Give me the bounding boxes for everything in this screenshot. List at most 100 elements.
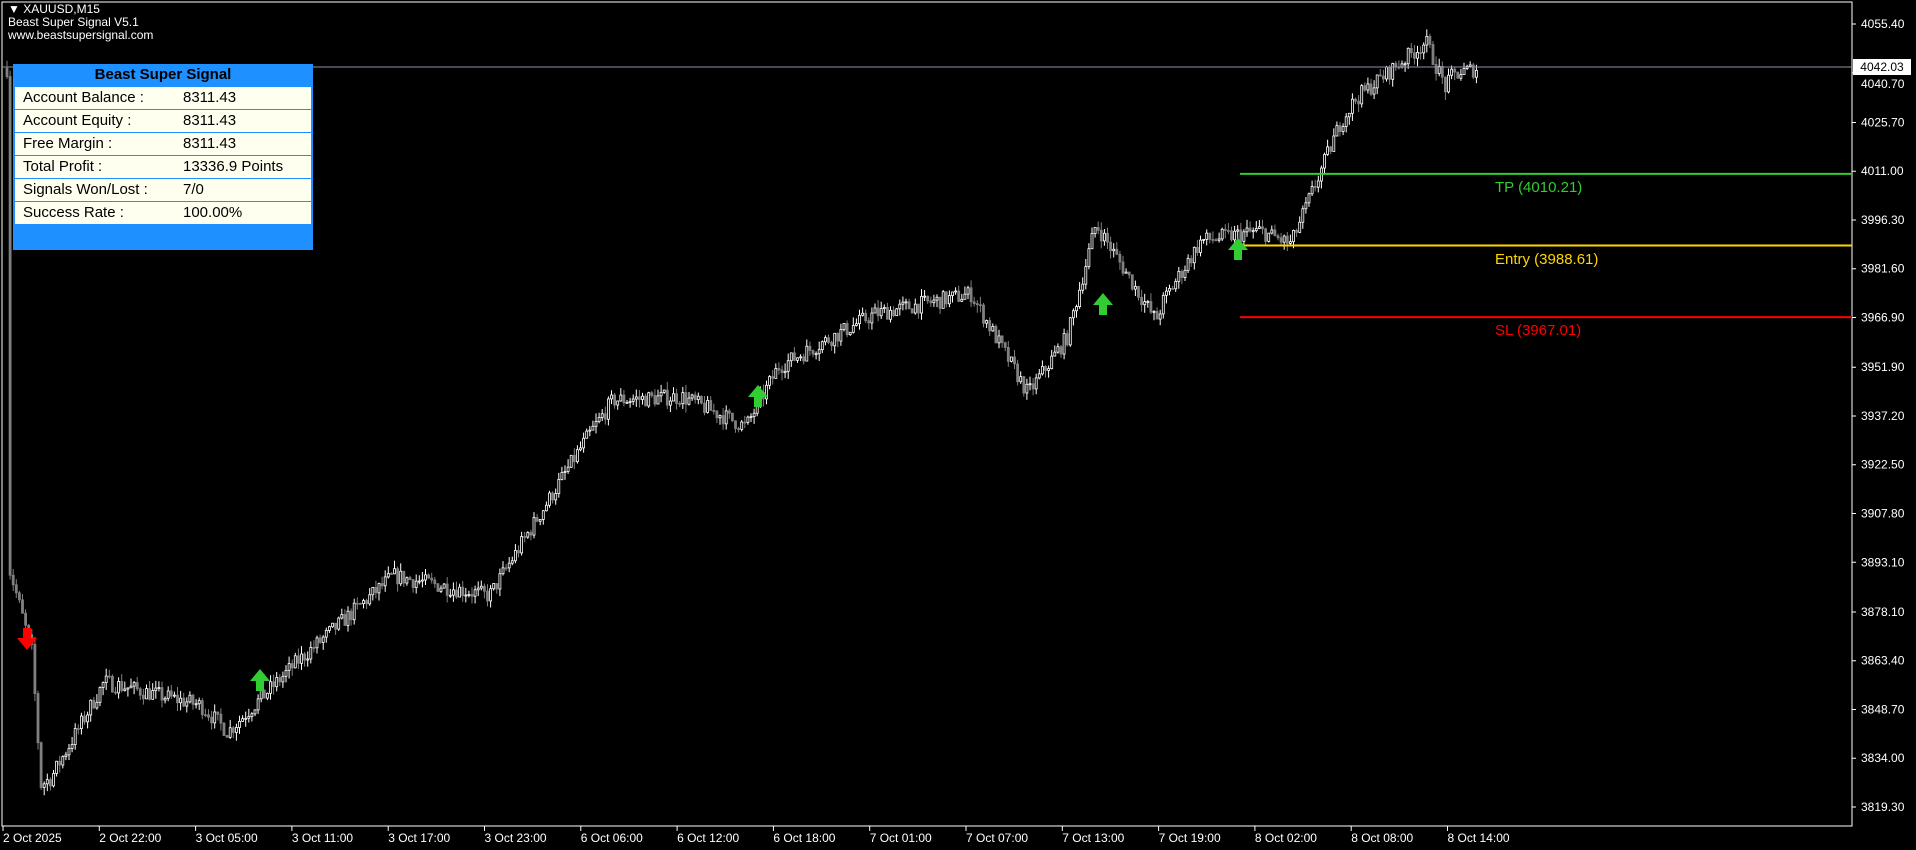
bull-candle xyxy=(352,602,356,621)
bear-candle xyxy=(176,694,179,704)
bear-candle xyxy=(219,713,223,724)
bull-candle xyxy=(724,410,728,425)
bear-candle xyxy=(8,76,12,576)
bull-candle xyxy=(467,594,471,596)
bear-candle xyxy=(433,579,437,585)
bear-candle xyxy=(58,760,62,766)
bull-candle xyxy=(1298,221,1302,233)
bull-candle xyxy=(526,532,530,538)
bear-candle xyxy=(1261,226,1264,230)
bull-candle xyxy=(563,471,567,473)
bull-candle xyxy=(923,295,926,298)
y-tick-label: 4011.00 xyxy=(1861,164,1904,178)
bull-candle xyxy=(371,586,375,596)
bear-candle xyxy=(988,320,992,332)
bull-candle xyxy=(1450,68,1453,76)
buy-arrow-icon xyxy=(748,385,768,407)
bear-candle xyxy=(1413,52,1416,59)
bull-candle xyxy=(882,307,886,309)
bull-candle xyxy=(783,370,787,374)
bull-candle xyxy=(464,594,468,597)
bear-candle xyxy=(355,602,359,605)
bear-candle xyxy=(523,536,527,538)
symbol-header[interactable]: ▼ XAUUSD,M15 xyxy=(8,3,100,16)
bear-candle xyxy=(1338,125,1342,132)
bear-candle xyxy=(1065,333,1069,346)
bear-candle xyxy=(1155,310,1159,320)
bull-candle xyxy=(901,301,905,305)
bull-candle xyxy=(1093,227,1097,234)
bull-candle xyxy=(870,312,874,324)
bull-candle xyxy=(1475,69,1478,78)
bull-candle xyxy=(241,718,245,722)
bull-candle xyxy=(1112,248,1116,252)
bull-candle xyxy=(1335,125,1339,137)
bear-candle xyxy=(222,722,226,736)
bear-candle xyxy=(303,653,307,661)
bull-candle xyxy=(656,395,660,405)
bull-candle xyxy=(293,655,297,669)
bull-candle xyxy=(1326,146,1329,155)
x-tick-label: 7 Oct 13:00 xyxy=(1062,831,1124,845)
bull-candle xyxy=(1375,74,1379,89)
bull-candle xyxy=(814,353,818,356)
bull-candle xyxy=(188,694,192,703)
dropdown-triangle-icon[interactable]: ▼ xyxy=(8,2,20,16)
bear-candle xyxy=(272,681,276,688)
bull-candle xyxy=(123,688,127,691)
bull-candle xyxy=(86,714,89,723)
bull-candle xyxy=(514,550,517,562)
bull-candle xyxy=(61,756,65,766)
bear-candle xyxy=(929,300,933,304)
bear-candle xyxy=(207,714,210,718)
bear-candle xyxy=(1223,228,1227,231)
bull-candle xyxy=(393,568,396,575)
bull-candle xyxy=(129,685,133,689)
bull-candle xyxy=(1245,227,1249,233)
bull-candle xyxy=(706,400,709,413)
panel-row: Success Rate : 100.00% xyxy=(15,201,311,224)
row-value: 100.00% xyxy=(183,204,243,221)
row-label: Account Equity : xyxy=(23,112,132,129)
y-tick-label: 3893.10 xyxy=(1861,555,1905,569)
bear-candle xyxy=(455,589,458,598)
bull-candle xyxy=(1192,246,1196,264)
bull-candle xyxy=(659,391,663,397)
bear-candle xyxy=(334,622,338,630)
bull-candle xyxy=(213,711,217,724)
bull-candle xyxy=(70,744,74,749)
bear-candle xyxy=(389,573,393,575)
bull-candle xyxy=(960,298,964,302)
bull-candle xyxy=(331,622,334,628)
bear-candle xyxy=(411,579,415,588)
bull-candle xyxy=(789,352,793,362)
panel-row: Account Balance : 8311.43 xyxy=(15,86,311,109)
bear-candle xyxy=(712,410,716,412)
bull-candle xyxy=(839,329,843,342)
bull-candle xyxy=(749,416,753,419)
bull-candle xyxy=(889,309,892,320)
bull-candle xyxy=(244,717,248,720)
bull-candle xyxy=(597,417,601,422)
bull-candle xyxy=(64,754,68,758)
bear-candle xyxy=(892,309,895,317)
bull-candle xyxy=(920,296,923,314)
bull-candle xyxy=(442,583,446,589)
indicator-name: Beast Super Signal V5.1 xyxy=(8,15,139,29)
bull-candle xyxy=(619,394,623,402)
bull-candle xyxy=(1360,85,1364,105)
bull-candle xyxy=(548,492,551,506)
bull-candle xyxy=(386,573,390,578)
bear-candle xyxy=(1394,63,1398,68)
bear-candle xyxy=(1369,83,1373,95)
bull-candle xyxy=(520,536,523,554)
bull-candle xyxy=(287,663,291,671)
bull-candle xyxy=(501,567,505,575)
bull-candle xyxy=(895,308,899,317)
bull-candle xyxy=(1316,180,1320,188)
bear-candle xyxy=(957,290,961,302)
bear-candle xyxy=(972,301,976,305)
bear-candle xyxy=(737,428,740,430)
bear-candle xyxy=(777,368,781,371)
